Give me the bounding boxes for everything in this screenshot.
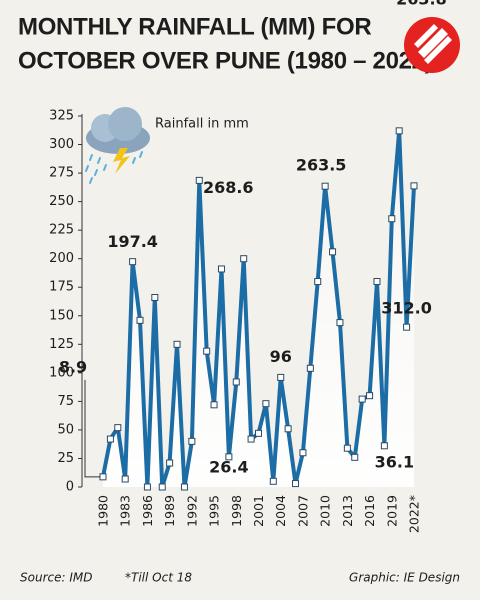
point [299, 449, 307, 457]
chart-subtitle: OCTOBER OVER PUNE (1980 – 2022) [18, 47, 432, 74]
y-tick-label: 100 [49, 365, 74, 380]
point [173, 340, 181, 348]
point [247, 435, 255, 443]
y-tick-label: 200 [49, 251, 74, 266]
point [240, 255, 248, 263]
plot: 0 25 50 75 100 125 150 175 200 225 250 275 300 325 198… [49, 0, 447, 533]
y-tick-label: 325 [49, 109, 74, 124]
point [306, 364, 314, 372]
x-tick-label: 1989 [162, 495, 177, 527]
point [410, 182, 418, 190]
footnote: *Till Oct 18 [125, 571, 192, 585]
point [373, 278, 381, 286]
x-tick-label: 1986 [140, 495, 155, 527]
x-tick-label: 1998 [229, 495, 244, 527]
credit: Graphic: IE Design [349, 571, 460, 585]
point [343, 444, 351, 452]
point [195, 176, 203, 184]
chart-title: MONTHLY RAINFALL (MM) FOR [18, 13, 371, 40]
point [388, 215, 396, 223]
x-tick-label: 1980 [96, 495, 111, 527]
point [380, 442, 388, 450]
point [99, 473, 107, 481]
point [114, 424, 122, 432]
y-tick-label: 50 [57, 422, 74, 437]
point [262, 400, 270, 408]
value-label: 96 [270, 347, 292, 366]
point [166, 459, 174, 467]
value-label: 268.6 [203, 178, 254, 197]
point [284, 425, 292, 433]
point [351, 453, 359, 461]
value-label: 197.4 [107, 232, 158, 251]
x-tick-label: 2001 [251, 495, 266, 527]
x-tick-label: 1983 [118, 495, 133, 527]
logo [404, 17, 460, 73]
point [314, 278, 322, 286]
point [329, 248, 337, 256]
leader-line [84, 379, 100, 478]
x-tick-label: 2013 [340, 495, 355, 527]
point [336, 319, 344, 327]
x-tick-label: 2019 [384, 495, 399, 527]
point [255, 429, 262, 437]
point [292, 480, 300, 488]
y-tick-label: 125 [49, 337, 74, 352]
point [151, 294, 159, 302]
y-tick-label: 250 [49, 194, 74, 209]
y-tick-label: 75 [57, 394, 74, 409]
x-tick-label: 1995 [207, 495, 222, 527]
value-label: 312.0 [381, 299, 432, 318]
x-tick-label: 1992 [184, 495, 199, 527]
y-tick-label: 300 [49, 137, 74, 152]
y-tick-label: 150 [49, 308, 74, 323]
y-tick-label: 275 [49, 166, 74, 181]
x-tick-label: 2004 [273, 495, 288, 527]
point [210, 401, 218, 409]
x-tick-label: 2016 [362, 495, 377, 527]
point [158, 483, 166, 491]
point [143, 483, 151, 491]
point [225, 453, 233, 461]
legend-label: Rainfall in mm [155, 117, 249, 132]
point [366, 392, 374, 400]
value-label: 36.1 [375, 452, 414, 471]
value-label: 8.9 [59, 357, 87, 376]
y-tick-label: 25 [57, 451, 74, 466]
point [358, 395, 366, 403]
y-tick-label: 225 [49, 223, 74, 238]
point [188, 437, 196, 445]
point [269, 477, 277, 485]
value-label: 26.4 [209, 457, 248, 476]
y-tick-label: 175 [49, 280, 74, 295]
point [121, 475, 129, 483]
x-tick-label: 2022* [407, 495, 422, 533]
cloud-icon [85, 107, 150, 184]
area [103, 130, 414, 488]
point [403, 323, 411, 331]
point [277, 373, 285, 381]
point [395, 127, 403, 135]
x-tick-label: 2010 [318, 495, 333, 527]
x-tick-label: 2007 [295, 495, 310, 527]
point [180, 483, 188, 491]
value-label: 263.8 [396, 0, 447, 9]
point [232, 378, 240, 386]
point [203, 347, 211, 355]
point [106, 435, 114, 443]
value-label: 263.5 [296, 156, 347, 175]
point [129, 258, 137, 266]
point [321, 182, 329, 190]
point [217, 265, 225, 273]
y-tick-label: 0 [66, 480, 74, 495]
source: Source: IMD [20, 571, 92, 585]
point [136, 316, 144, 324]
